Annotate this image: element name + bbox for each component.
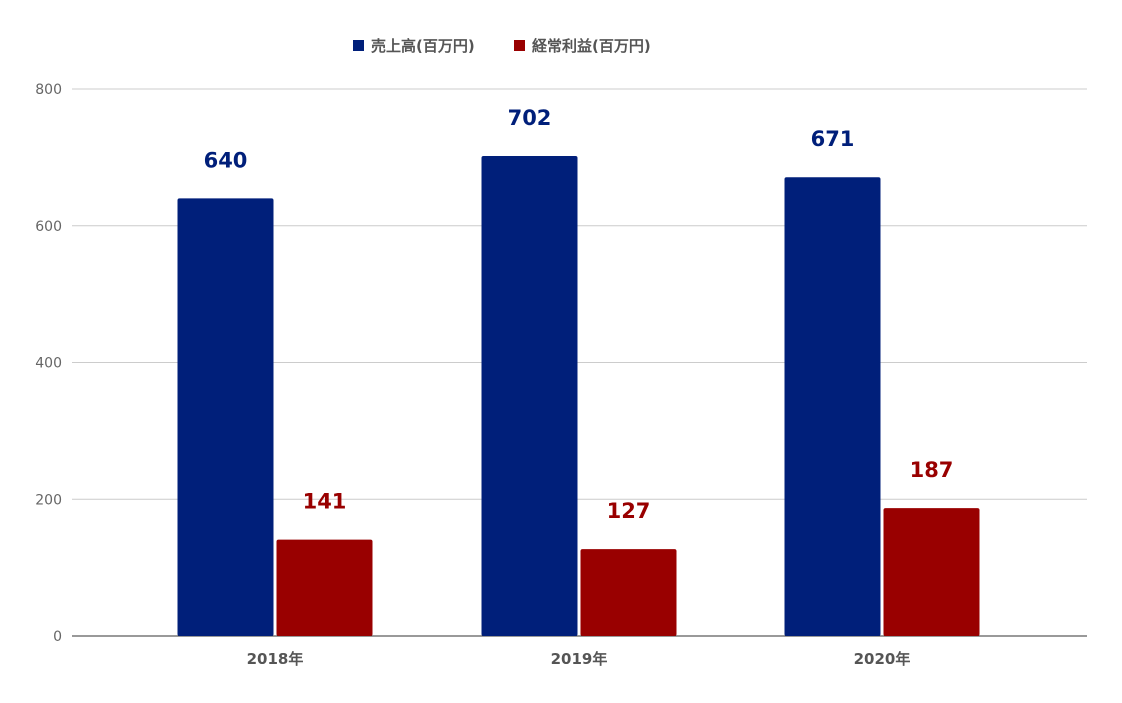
- x-category-label: 2020年: [854, 650, 911, 668]
- x-category-label: 2018年: [247, 650, 304, 668]
- legend-swatch: [353, 40, 364, 51]
- y-tick-label: 0: [53, 629, 62, 645]
- bar-series-1-2019年: [580, 549, 677, 636]
- data-label: 671: [811, 127, 855, 151]
- data-label: 187: [910, 458, 954, 482]
- data-labels: 640 141 702 127 671 187: [204, 106, 954, 523]
- y-tick-label: 400: [35, 356, 62, 372]
- bars: [177, 156, 980, 637]
- legend-label: 売上高(百万円): [371, 37, 475, 55]
- data-label: 127: [607, 499, 651, 523]
- y-tick-label: 600: [35, 219, 62, 235]
- data-label: 702: [508, 106, 552, 130]
- x-axis: 2018年 2019年 2020年: [247, 650, 911, 668]
- y-tick-label: 800: [35, 82, 62, 98]
- data-label: 640: [204, 148, 248, 172]
- bar-series-0-2020年: [784, 177, 881, 637]
- bar-series-0-2019年: [481, 156, 578, 636]
- bar-series-1-2018年: [276, 539, 373, 636]
- y-tick-label: 200: [35, 492, 62, 508]
- legend-label: 経常利益(百万円): [532, 37, 651, 55]
- bar-series-1-2020年: [883, 508, 980, 636]
- y-axis: 0 200 400 600 800: [35, 82, 62, 645]
- bar-series-0-2018年: [177, 198, 274, 636]
- x-category-label: 2019年: [551, 650, 608, 668]
- data-label: 141: [303, 490, 347, 514]
- legend-swatch: [514, 40, 525, 51]
- legend: 売上高(百万円) 経常利益(百万円): [353, 37, 651, 55]
